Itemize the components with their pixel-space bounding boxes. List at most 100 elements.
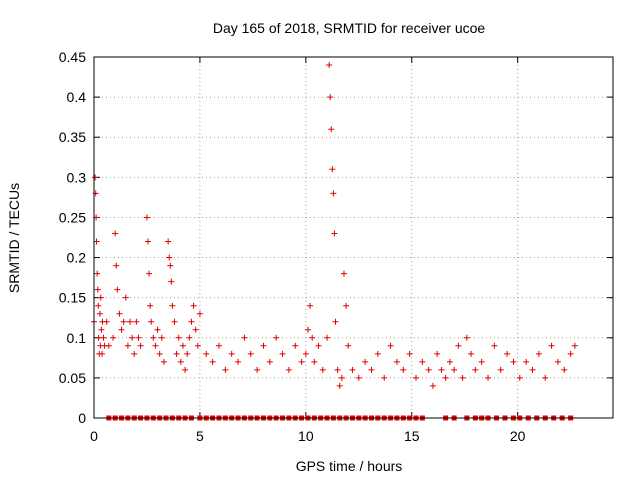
chart-title: Day 165 of 2018, SRMTID for receiver uco… <box>213 20 486 36</box>
data-point <box>169 302 176 309</box>
data-point <box>567 350 574 357</box>
data-point <box>571 342 578 349</box>
data-point <box>254 366 261 373</box>
data-point <box>412 374 419 381</box>
data-point <box>292 342 299 349</box>
x-tick-label: 10 <box>298 428 314 444</box>
data-point <box>156 350 163 357</box>
data-point <box>523 358 530 365</box>
data-point <box>260 342 267 349</box>
data-point <box>529 366 536 373</box>
y-tick-label: 0.1 <box>67 330 87 346</box>
data-point <box>332 318 339 325</box>
data-point <box>247 350 254 357</box>
data-point <box>340 270 347 277</box>
data-point <box>124 342 131 349</box>
data-point <box>319 366 326 373</box>
data-point <box>374 350 381 357</box>
data-point <box>96 310 103 317</box>
data-point <box>279 350 286 357</box>
data-point <box>112 230 119 237</box>
data-point <box>343 302 350 309</box>
x-tick-label: 0 <box>90 428 98 444</box>
data-point <box>491 342 498 349</box>
data-point <box>554 358 561 365</box>
grid-lines <box>94 57 613 418</box>
data-point <box>304 326 311 333</box>
data-point <box>137 342 144 349</box>
x-axis-label: GPS time / hours <box>296 458 403 474</box>
data-point <box>95 302 102 309</box>
data-point <box>309 334 316 341</box>
y-axis-label: SRMTID / TECUs <box>6 183 22 293</box>
data-point <box>194 342 201 349</box>
data-point <box>192 326 199 333</box>
data-point <box>158 334 165 341</box>
data-point <box>127 318 134 325</box>
data-point <box>406 350 413 357</box>
data-point <box>131 350 138 357</box>
y-tick-label: 0.4 <box>67 89 87 105</box>
data-point <box>446 358 453 365</box>
data-point <box>328 126 335 133</box>
data-point <box>368 366 375 373</box>
data-point <box>273 334 280 341</box>
data-point <box>175 334 182 341</box>
data-point <box>166 254 173 261</box>
data-point <box>100 334 107 341</box>
y-tick-label: 0.15 <box>59 290 86 306</box>
y-tick-label: 0.25 <box>59 209 86 225</box>
data-point <box>349 366 356 373</box>
data-point <box>338 374 345 381</box>
y-tick-label: 0 <box>78 410 86 426</box>
data-point <box>393 358 400 365</box>
data-point <box>160 358 167 365</box>
data-point <box>548 342 555 349</box>
data-point <box>311 358 318 365</box>
data-point <box>463 334 470 341</box>
data-point <box>455 342 462 349</box>
data-point <box>188 318 195 325</box>
data-point <box>561 366 568 373</box>
data-point <box>167 262 174 269</box>
data-point <box>425 366 432 373</box>
data-point <box>485 374 492 381</box>
data-point <box>266 358 273 365</box>
data-point <box>472 366 479 373</box>
data-point <box>419 358 426 365</box>
data-point <box>228 350 235 357</box>
data-point <box>171 318 178 325</box>
data-point <box>478 358 485 365</box>
data-point <box>179 342 186 349</box>
data-point <box>302 350 309 357</box>
data-point <box>516 374 523 381</box>
y-tick-label: 0.05 <box>59 370 86 386</box>
data-point <box>173 350 180 357</box>
data-point <box>93 238 100 245</box>
x-tick-label: 5 <box>196 428 204 444</box>
data-point <box>105 342 112 349</box>
data-point <box>510 358 517 365</box>
data-point <box>434 350 441 357</box>
data-point <box>307 302 314 309</box>
data-point <box>94 286 101 293</box>
y-tick-label: 0.35 <box>59 129 86 145</box>
data-point <box>298 358 305 365</box>
data-point <box>143 214 150 221</box>
data-point <box>334 366 341 373</box>
y-tick-label: 0.45 <box>59 49 86 65</box>
data-point <box>129 334 136 341</box>
data-point <box>148 318 155 325</box>
data-point <box>184 350 191 357</box>
data-point <box>99 350 106 357</box>
y-tick-label: 0.3 <box>67 169 87 185</box>
data-point <box>190 302 197 309</box>
data-point <box>451 366 458 373</box>
data-point <box>355 374 362 381</box>
x-tick-label: 20 <box>510 428 526 444</box>
data-point <box>329 166 336 173</box>
data-point <box>222 366 229 373</box>
data-point <box>336 382 343 389</box>
data-point <box>459 374 466 381</box>
